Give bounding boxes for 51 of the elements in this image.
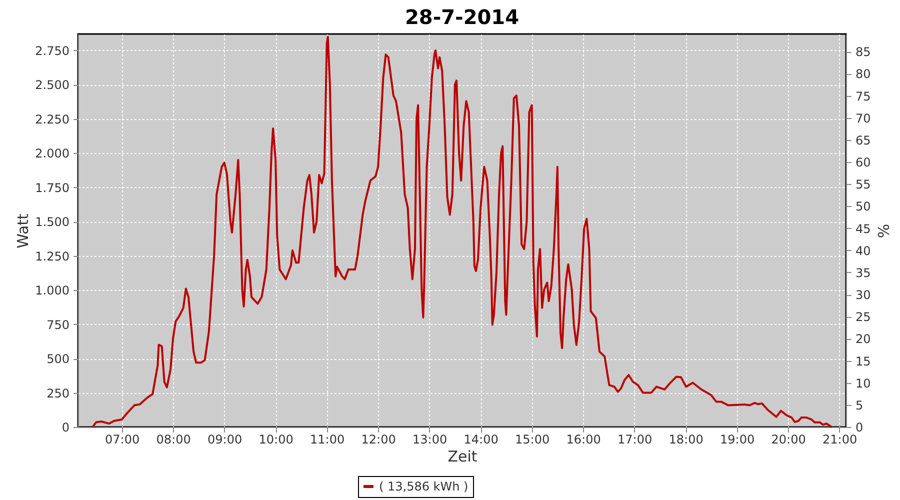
y2-tick-label: 70 [856,111,871,126]
y-axis-title: Watt [14,213,32,248]
y2-tick-label: 65 [856,133,871,148]
y-tick-label: 1.500 [35,215,70,230]
x-tick-label: 17:00 [618,432,652,446]
y2-tick-label: 60 [856,156,871,170]
y2-tick-label: 5 [856,398,864,412]
x-tick-label: 20:00 [771,432,806,446]
y2-tick-label: 10 [856,376,871,390]
y2-tick-label: 85 [856,45,871,60]
y-tick-label: 2.500 [35,78,70,92]
y-tick-label: 500 [46,352,70,366]
y-tick-label: 0 [62,420,70,434]
x-tick-label: 09:00 [208,432,242,446]
x-tick-label: 11:00 [310,432,345,446]
y2-tick-label: 20 [856,332,871,346]
y-tick-label: 2.750 [35,44,70,58]
line-series [92,36,833,428]
x-tick-label: 12:00 [361,432,396,446]
x-tick-label: 19:00 [720,432,755,446]
y2-tick-label: 55 [856,178,871,192]
x-tick-label: 07:00 [105,432,140,446]
legend-label: ( 13,586 kWh ) [379,480,468,494]
y-tick-label: 2.250 [35,112,70,126]
x-tick-label: 08:00 [156,432,191,446]
x-tick-label: 15:00 [515,432,550,446]
y2-tick-label: 75 [856,89,871,104]
y2-tick-label: 50 [856,200,871,214]
y2-tick-label: 0 [856,420,864,434]
x-tick-label: 14:00 [464,432,498,446]
chart-title: 28-7-2014 [404,5,520,29]
y2-tick-label: 40 [856,244,871,258]
y-tick-label: 1.250 [35,249,70,264]
y-tick-label: 750 [46,318,70,332]
x-tick-label: 21:00 [822,432,858,446]
y2-tick-label: 35 [856,266,871,280]
x-tick-label: 18:00 [668,432,704,446]
y2-tick-label: 15 [856,354,871,368]
y2-tick-label: 45 [856,222,871,236]
x-tick-label: 13:00 [412,432,448,446]
x-tick-label: 10:00 [258,432,294,446]
y-tick-label: 2.000 [35,146,70,161]
y-tick-label: 250 [46,386,70,400]
y2-tick-label: 25 [856,310,871,324]
y2-tick-label: 80 [856,67,871,82]
y-tick-label: 1.000 [35,284,70,298]
x-axis-title: Zeit [448,448,478,466]
y2-axis-title: % [874,224,892,238]
y-tick-label: 1.750 [35,180,70,195]
y2-tick-label: 30 [856,288,871,302]
x-tick-label: 16:00 [566,432,601,446]
